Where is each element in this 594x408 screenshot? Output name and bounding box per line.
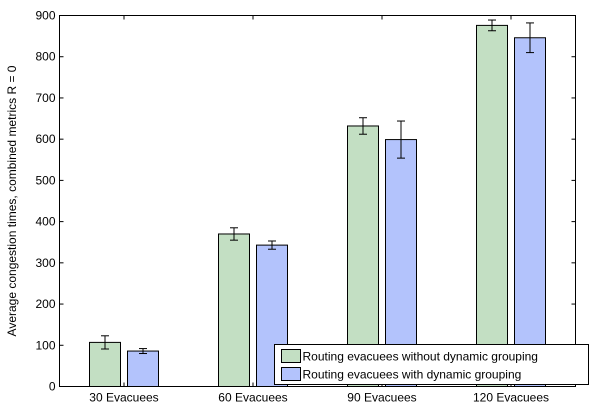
y-tick-label: 800 [35, 50, 55, 64]
plot-frame [59, 15, 576, 387]
y-axis-label: Average congestion times, combined metri… [5, 65, 19, 336]
legend-swatch [281, 349, 301, 363]
y-tick-label: 500 [35, 173, 55, 187]
y-tick-label: 900 [35, 9, 55, 23]
legend-box [274, 344, 589, 385]
legend: Routing evacuees without dynamic groupin… [274, 344, 589, 385]
legend-swatch [281, 367, 301, 381]
x-tick-label: 90 Evacuees [347, 391, 416, 405]
y-axis: 0 100 200 300 400 500 600 700 800 900 [35, 9, 576, 394]
y-tick-label: 200 [35, 297, 55, 311]
bar [514, 37, 546, 387]
bars-layer [89, 24, 546, 387]
y-tick-label: 300 [35, 256, 55, 270]
legend-label: Routing evacuees without dynamic groupin… [303, 350, 538, 364]
y-tick-label: 400 [35, 215, 55, 229]
bar [218, 233, 250, 387]
y-tick-label: 0 [49, 380, 56, 394]
x-tick-label: 60 Evacuees [218, 391, 287, 405]
legend-label: Routing evacuees with dynamic grouping [303, 368, 522, 382]
y-tick-label: 100 [35, 338, 55, 352]
x-axis: 30 Evacuees 60 Evacuees 90 Evacuees 120 Eva… [89, 15, 549, 405]
bar [127, 350, 159, 387]
x-tick-label: 120 Evacuees [473, 391, 549, 405]
y-tick-label: 600 [35, 132, 55, 146]
x-tick-label: 30 Evacuees [89, 391, 158, 405]
error-bars-layer [101, 19, 534, 355]
bar [89, 341, 121, 387]
bar [476, 24, 508, 387]
y-tick-label: 700 [35, 91, 55, 105]
